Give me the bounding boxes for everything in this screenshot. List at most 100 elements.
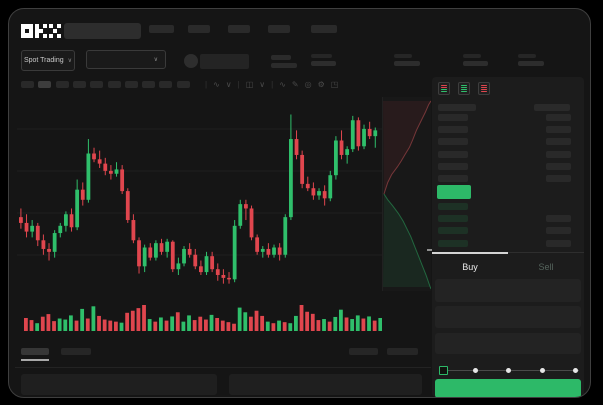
- bid-size-skeleton: [546, 215, 571, 223]
- history-tab[interactable]: [61, 348, 91, 355]
- ask-price-skeleton[interactable]: [438, 175, 468, 182]
- timeframe-button-6[interactable]: [124, 81, 138, 88]
- timeframe-button-7[interactable]: [142, 81, 156, 88]
- ticker-stat-value-skeleton: [394, 61, 420, 66]
- orderbook-bids-icon[interactable]: [458, 82, 470, 95]
- ticker-stat-value-skeleton: [518, 61, 544, 66]
- candle-style-icon[interactable]: ◫: [245, 80, 254, 89]
- amount-slider[interactable]: [439, 366, 579, 376]
- trade-input-2[interactable]: [435, 333, 581, 354]
- divider: |: [205, 80, 208, 89]
- orders-panel-skeleton: [229, 374, 422, 395]
- sell-tab-label: Sell: [538, 261, 554, 272]
- ask-size-skeleton: [546, 150, 571, 158]
- coin-avatar: [184, 54, 198, 68]
- depth-chart: [382, 97, 431, 291]
- bid-size-skeleton: [546, 227, 571, 235]
- divider: |: [237, 80, 240, 89]
- ticker-stat-label-skeleton: [311, 54, 332, 58]
- nav-item-skeleton-4[interactable]: [311, 25, 337, 33]
- last-price-badge[interactable]: [437, 185, 471, 199]
- timeframe-button-5[interactable]: [107, 81, 121, 88]
- candlestick-chart[interactable]: [17, 97, 383, 291]
- nav-item-skeleton-3[interactable]: [268, 25, 290, 33]
- timeframe-button-8[interactable]: [159, 81, 173, 88]
- ask-size-skeleton: [546, 162, 571, 170]
- table-action-skeleton[interactable]: [387, 348, 418, 355]
- ask-size-skeleton: [546, 114, 571, 121]
- bid-size-skeleton: [546, 239, 571, 247]
- buy-tab-label: Buy: [462, 261, 478, 272]
- timeframe-button-0[interactable]: [21, 81, 34, 88]
- ask-price-skeleton[interactable]: [438, 162, 468, 170]
- slider-stop-4[interactable]: [573, 368, 578, 373]
- header-stat-skeleton: [271, 63, 297, 68]
- orderbook-col-header-skeleton: [438, 104, 476, 111]
- tab-buy[interactable]: Buy: [432, 252, 508, 279]
- ask-size-skeleton: [546, 138, 571, 146]
- okx-logo: [21, 24, 61, 38]
- line-tool-icon[interactable]: ∿: [279, 80, 286, 89]
- ask-price-skeleton[interactable]: [438, 114, 468, 121]
- screenshot-icon[interactable]: ◎: [304, 80, 312, 89]
- bid-price-skeleton[interactable]: [438, 203, 468, 210]
- orderbook-trade-panel: Buy Sell: [432, 77, 584, 397]
- active-tab-underline: [21, 359, 49, 361]
- tab-sell[interactable]: Sell: [508, 252, 584, 279]
- app-window: OKX Spot Trading ∨ ∨ | ∿ ∨ | ◫ ∨ | ∿ ✎ ◎ ⚙ ◳ Buy: [8, 8, 591, 398]
- trade-input-0[interactable]: [435, 279, 581, 302]
- logo-text: OKX: [9, 9, 10, 10]
- orders-tab-active[interactable]: [21, 348, 49, 355]
- bid-price-skeleton[interactable]: [438, 215, 468, 223]
- table-action-skeleton[interactable]: [349, 348, 378, 355]
- ticker-stat-label-skeleton: [394, 54, 412, 58]
- slider-stop-3[interactable]: [539, 368, 545, 373]
- orders-panel-skeleton: [21, 374, 217, 395]
- search-input[interactable]: [64, 23, 141, 39]
- ticker-stat-label-skeleton: [463, 54, 481, 58]
- orderbook-combined-icon[interactable]: [438, 82, 450, 95]
- timeframe-button-4[interactable]: [90, 81, 104, 88]
- ask-price-skeleton[interactable]: [438, 138, 468, 146]
- ask-size-skeleton: [546, 175, 571, 182]
- chart-toolbar: | ∿ ∨ | ◫ ∨ | ∿ ✎ ◎ ⚙ ◳: [205, 79, 338, 91]
- pair-title-skeleton: [200, 54, 249, 69]
- market-type-dropdown[interactable]: Spot Trading ∨: [21, 50, 75, 71]
- bid-price-skeleton[interactable]: [438, 239, 468, 247]
- draw-tool-icon[interactable]: ✎: [291, 80, 299, 89]
- buy-submit-button[interactable]: [435, 379, 581, 397]
- nav-item-skeleton-1[interactable]: [188, 25, 210, 33]
- ask-price-skeleton[interactable]: [438, 150, 468, 158]
- chevron-down-icon[interactable]: ∨: [225, 80, 232, 89]
- divider: [15, 367, 431, 368]
- nav-item-skeleton-0[interactable]: [149, 25, 174, 33]
- timeframe-button-9[interactable]: [176, 81, 190, 88]
- timeframe-button-1[interactable]: [38, 81, 52, 88]
- chevron-down-icon: ∨: [153, 56, 158, 63]
- indicators-icon[interactable]: ∿: [213, 80, 220, 89]
- nav-item-skeleton-2[interactable]: [228, 25, 250, 33]
- timeframe-button-3[interactable]: [72, 81, 86, 88]
- ask-price-skeleton[interactable]: [438, 126, 468, 134]
- timeframe-button-2[interactable]: [55, 81, 69, 88]
- orderbook-asks-icon[interactable]: [478, 82, 490, 95]
- ticker-stat-label-skeleton: [518, 54, 536, 58]
- chevron-down-icon: ∨: [67, 57, 73, 64]
- header-stat-skeleton: [271, 55, 291, 60]
- ticker-stat-value-skeleton: [311, 61, 336, 66]
- bid-price-skeleton[interactable]: [438, 227, 468, 235]
- fullscreen-icon[interactable]: ◳: [330, 80, 339, 89]
- chevron-down-icon[interactable]: ∨: [259, 80, 266, 89]
- ask-size-skeleton: [546, 126, 571, 134]
- slider-stop-0[interactable]: [439, 366, 448, 375]
- market-type-label: Spot Trading: [23, 57, 64, 64]
- trade-input-1[interactable]: [435, 306, 581, 328]
- divider: |: [271, 80, 274, 89]
- slider-stop-1[interactable]: [472, 368, 478, 373]
- pair-selector-dropdown[interactable]: ∨: [86, 50, 166, 69]
- slider-stop-2[interactable]: [506, 368, 511, 373]
- orderbook-col-header-skeleton: [534, 104, 570, 111]
- ticker-stat-value-skeleton: [463, 61, 488, 66]
- price-marker: [427, 249, 436, 251]
- settings-icon[interactable]: ⚙: [317, 80, 325, 89]
